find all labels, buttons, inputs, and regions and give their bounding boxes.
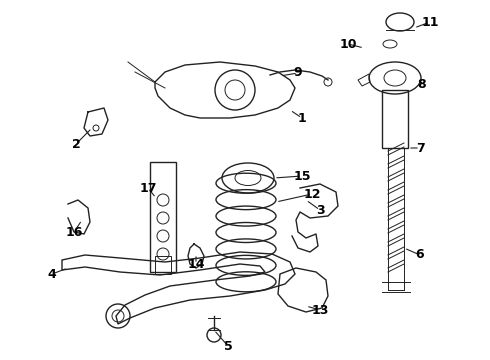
- Bar: [382, 90, 408, 148]
- Text: 12: 12: [303, 188, 321, 201]
- Text: 8: 8: [417, 77, 426, 90]
- Text: 6: 6: [416, 248, 424, 261]
- Text: 11: 11: [421, 15, 439, 28]
- Text: 2: 2: [72, 138, 80, 150]
- Text: 4: 4: [48, 267, 56, 280]
- Text: 17: 17: [139, 181, 157, 194]
- Text: 14: 14: [187, 257, 205, 270]
- Text: 1: 1: [297, 112, 306, 125]
- Text: 10: 10: [339, 37, 357, 50]
- Text: 16: 16: [65, 225, 83, 238]
- Text: 15: 15: [293, 170, 311, 183]
- Bar: [155, 256, 171, 274]
- Text: 3: 3: [316, 203, 324, 216]
- Text: 13: 13: [311, 303, 329, 316]
- Text: 9: 9: [294, 67, 302, 80]
- Text: 7: 7: [416, 141, 424, 154]
- Bar: [150, 162, 176, 272]
- Text: 5: 5: [223, 339, 232, 352]
